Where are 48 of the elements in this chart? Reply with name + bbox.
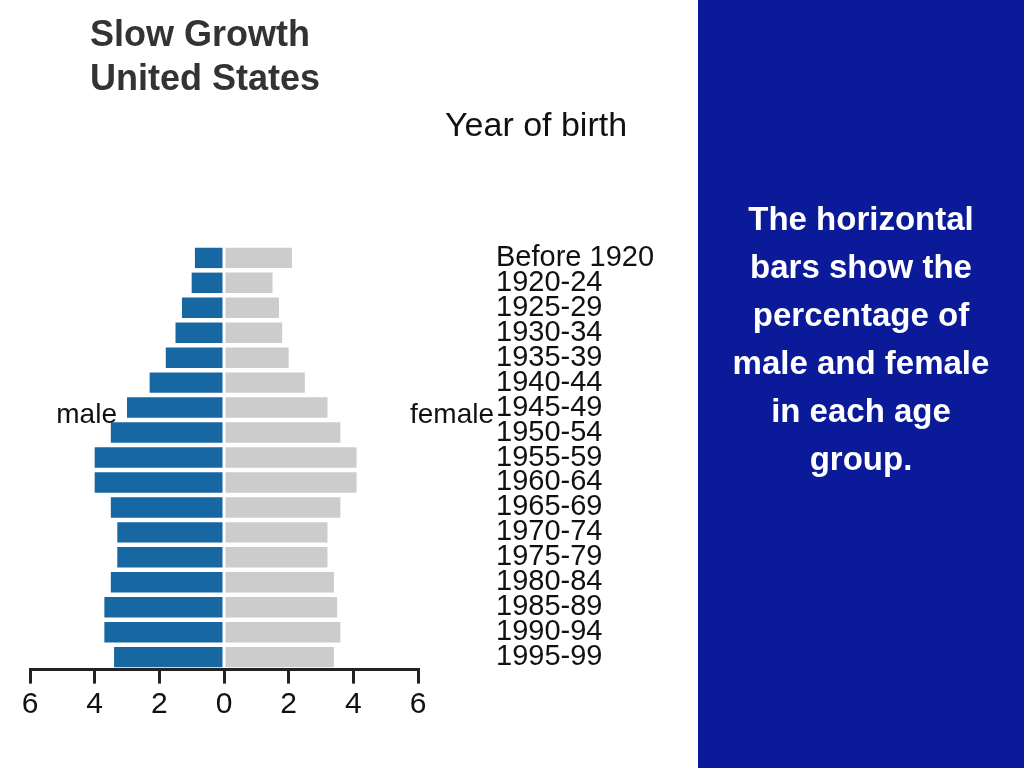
- bar: [225, 347, 289, 368]
- bar: [110, 497, 223, 518]
- bar: [225, 572, 334, 593]
- bar: [225, 247, 292, 269]
- x-tick-label: 2: [150, 685, 168, 719]
- x-tick-label: 6: [21, 685, 39, 719]
- series-label: male: [56, 397, 117, 429]
- bar: [94, 472, 223, 493]
- x-tick-label: 4: [344, 685, 362, 719]
- text: female: [409, 397, 494, 429]
- bar: [191, 272, 223, 294]
- bar: [104, 621, 223, 643]
- bar: [110, 572, 223, 593]
- y-axis-title: Year of birth: [445, 105, 628, 144]
- bar: [114, 646, 223, 668]
- bar: [225, 596, 338, 618]
- bar: [104, 596, 223, 618]
- x-tick-label: 0: [215, 685, 233, 719]
- bar: [149, 372, 223, 393]
- text: The horizontal bars show the percentage of male and female in each age group.: [731, 199, 991, 479]
- bar: [225, 297, 279, 319]
- y-tick-label: 1995-99: [496, 639, 603, 672]
- bar: [225, 497, 341, 518]
- bar: [225, 422, 341, 443]
- bar: [225, 547, 328, 568]
- bar: [194, 247, 223, 269]
- bar: [175, 322, 223, 343]
- x-tick-label: 2: [280, 685, 298, 719]
- bar: [225, 472, 357, 493]
- bar: [225, 372, 305, 393]
- bar: [225, 322, 283, 343]
- bar: [127, 397, 223, 418]
- bar: [225, 397, 328, 418]
- bar: [117, 522, 223, 543]
- bar: [225, 272, 273, 294]
- y-tick-label: Before 1920: [496, 239, 655, 272]
- x-tick-label: 6: [409, 685, 427, 719]
- bar: [117, 547, 223, 568]
- bar: [110, 422, 223, 443]
- x-tick-label: 4: [86, 685, 104, 719]
- chart-title: Slow Growth United States: [90, 12, 322, 100]
- bar: [165, 347, 223, 368]
- bar: [225, 522, 328, 543]
- bar: [94, 447, 223, 468]
- bar: [181, 297, 223, 319]
- bar: [225, 646, 334, 668]
- bar: [225, 621, 341, 643]
- bar: [225, 447, 357, 468]
